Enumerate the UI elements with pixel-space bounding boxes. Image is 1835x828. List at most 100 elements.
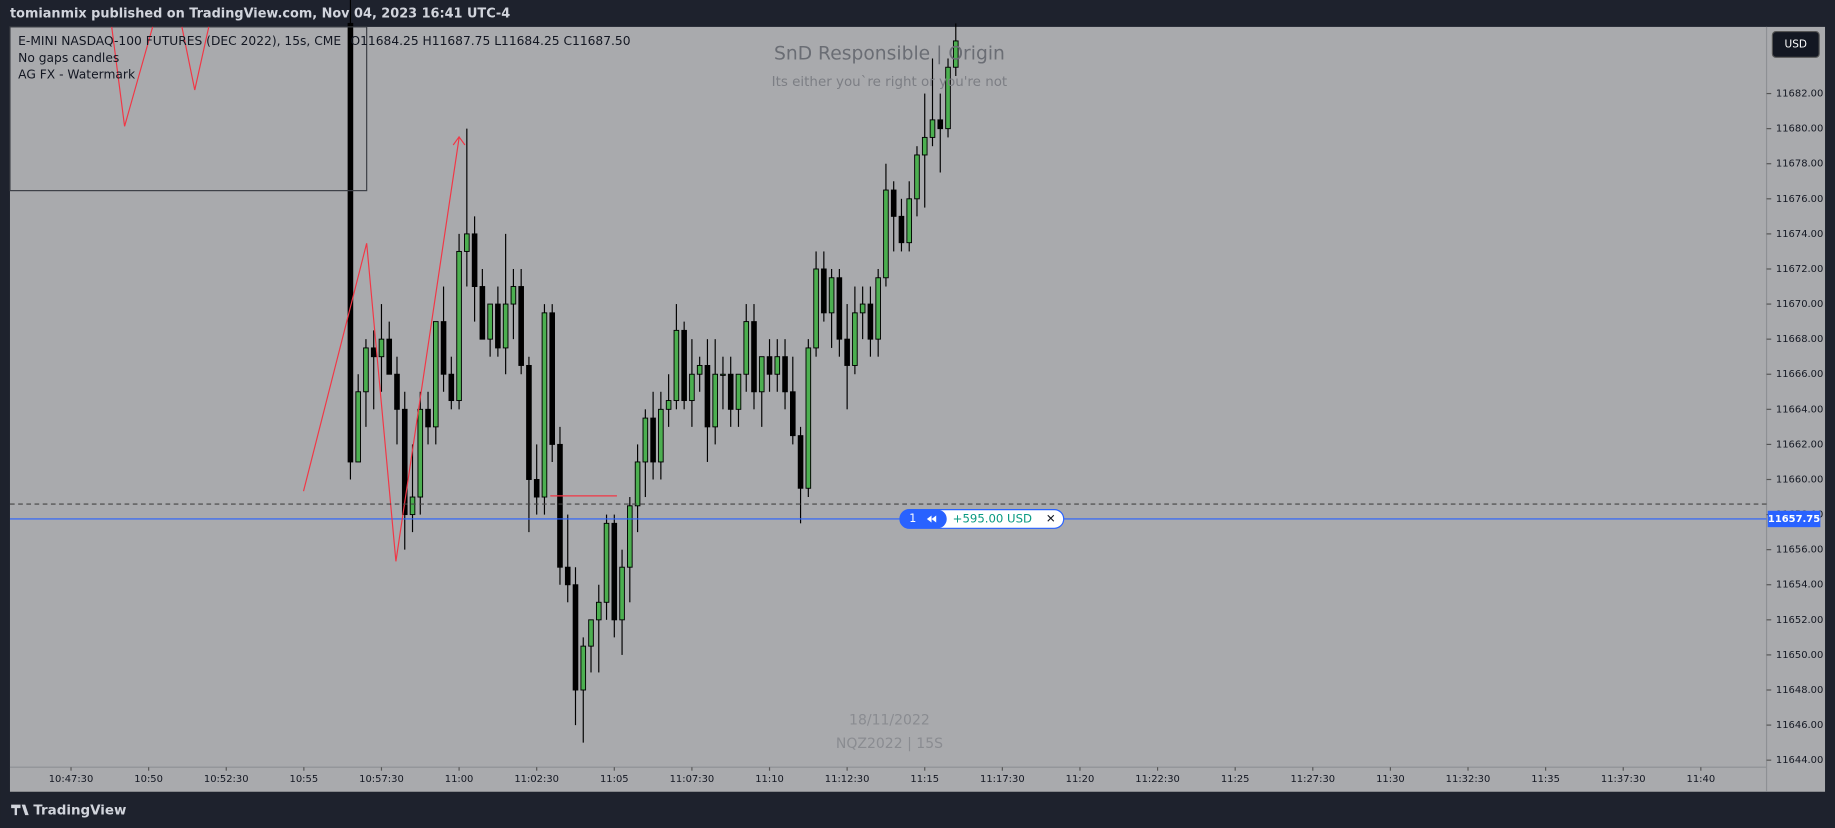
currency-button-label[interactable]: USD: [1785, 38, 1807, 50]
y-tick-label: 11676.00: [1776, 194, 1823, 205]
x-tick-label: 11:12:30: [825, 774, 870, 785]
watermark-date: 18/11/2022: [849, 712, 930, 728]
y-tick-label: 11660.00: [1776, 474, 1823, 485]
y-tick-label: 11682.00: [1776, 89, 1823, 100]
x-tick-label: 11:27:30: [1290, 774, 1335, 785]
candle-body: [634, 461, 641, 507]
candle-body: [541, 312, 548, 498]
candle-body: [906, 198, 913, 244]
candle-body: [425, 408, 431, 428]
x-tick-label: 11:10: [755, 774, 784, 785]
y-tick-label: 11646.00: [1776, 720, 1823, 731]
candle-body: [409, 496, 416, 516]
candle-body: [650, 417, 656, 463]
watermark-symbol: NQZ2022 | 15S: [836, 736, 943, 752]
candle-body: [813, 268, 819, 349]
candle-body: [347, 22, 354, 463]
y-tick-label: 11680.00: [1776, 124, 1823, 135]
candle-body: [844, 338, 850, 366]
candle-body: [588, 619, 594, 647]
candle-body: [611, 522, 618, 621]
price-label: 11657.75: [1768, 514, 1820, 525]
candle-body: [502, 303, 509, 349]
candle-body: [627, 505, 633, 568]
y-tick-label: 11668.00: [1776, 334, 1823, 345]
candle-body: [580, 645, 587, 691]
candle-body: [378, 338, 385, 358]
y-tick-label: 11656.00: [1776, 545, 1823, 556]
candle-body: [828, 277, 835, 314]
candle-body: [440, 321, 447, 375]
publisher: tomianmix published on TradingView.com, …: [10, 7, 510, 22]
candle-body: [852, 312, 858, 366]
position-qty-bg[interactable]: [899, 509, 947, 529]
candle-body: [363, 347, 369, 393]
candle-body: [464, 233, 470, 252]
candle-body: [557, 443, 563, 568]
x-tick-label: 11:00: [445, 774, 474, 785]
candle-body: [704, 364, 711, 428]
candle-body: [448, 373, 455, 402]
candle-body: [603, 522, 610, 603]
candle-body: [914, 154, 920, 200]
tv-logo: [11, 804, 29, 816]
x-tick-label: 10:57:30: [359, 774, 404, 785]
candle-body: [774, 356, 781, 375]
x-tick-label: 11:32:30: [1446, 774, 1491, 785]
candle-body: [782, 356, 788, 393]
candle-body: [945, 66, 951, 130]
reverse-icon[interactable]: [926, 515, 937, 523]
candle-body: [533, 479, 540, 498]
currency-button[interactable]: [1771, 30, 1820, 58]
x-tick-label: 10:55: [290, 774, 319, 785]
candle-body: [479, 286, 486, 340]
candle-body: [727, 373, 734, 410]
candle-body: [883, 189, 889, 279]
candle-body: [921, 136, 928, 156]
y-tick-label: 11670.00: [1776, 299, 1823, 310]
x-tick-label: 10:52:30: [204, 774, 249, 785]
candle-body: [417, 408, 424, 498]
candle-body: [696, 364, 703, 375]
candle-body: [510, 286, 517, 305]
candle-body: [875, 277, 881, 340]
candle-body: [673, 329, 680, 402]
candle-body: [549, 312, 556, 445]
candle-body: [642, 417, 649, 463]
y-tick-label: 11652.00: [1776, 615, 1823, 626]
candle-body: [495, 303, 501, 349]
footer-brand: TradingView: [33, 803, 126, 818]
position-close[interactable]: ✕: [1046, 511, 1056, 525]
candle-body: [432, 321, 439, 428]
candle-body: [836, 277, 843, 340]
x-tick-label: 11:02:30: [514, 774, 559, 785]
candle-body: [797, 435, 804, 489]
candle-body: [370, 347, 377, 358]
candle-body: [859, 303, 866, 314]
candle-body: [937, 119, 944, 130]
candle-body: [658, 408, 664, 463]
candle-body: [751, 321, 757, 393]
watermark-subtitle: Its either you`re right or you're not: [772, 74, 1008, 90]
legend-symbol-text: E-MINI NASDAQ-100 FUTURES (DEC 2022), 15…: [18, 33, 341, 47]
position-qty[interactable]: 1: [909, 512, 916, 525]
position-pnl: +595.00 USD: [953, 511, 1032, 525]
candle-body: [790, 391, 796, 437]
y-tick-label: 11664.00: [1776, 404, 1823, 415]
zigzag-drawing: [181, 26, 210, 91]
candle-body: [929, 119, 936, 138]
zigzag-drawing: [111, 26, 154, 127]
candle-body: [766, 356, 773, 375]
y-tick-label: 11650.00: [1776, 650, 1823, 661]
candle-body: [564, 566, 571, 586]
candle-body: [471, 233, 478, 287]
candle-body: [821, 268, 827, 314]
candle-body: [487, 303, 493, 340]
candle-body: [619, 566, 625, 621]
y-tick-label: 11672.00: [1776, 264, 1823, 275]
candle-body: [518, 286, 524, 366]
y-tick-label: 11654.00: [1776, 580, 1823, 591]
x-tick-label: 11:22:30: [1135, 774, 1180, 785]
candle-body: [890, 189, 897, 217]
